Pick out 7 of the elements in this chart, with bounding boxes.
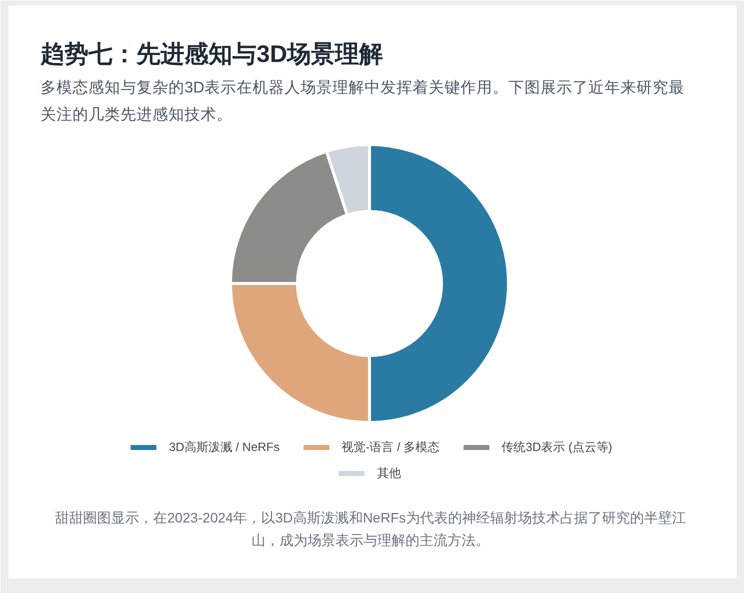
legend-label: 其他 <box>376 464 401 482</box>
chart-subtitle: 多模态感知与复杂的3D表示在机器人场景理解中发挥着关键作用。下图展示了近年来研究最关注的几类先进感知技术。 <box>40 78 684 124</box>
legend-label: 视觉-语言 / 多模态 <box>342 438 440 456</box>
legend-label: 3D高斯泼溅 / NeRFs <box>168 438 280 456</box>
chart-title: 趋势七：先进感知与3D场景理解 <box>40 41 384 68</box>
legend-label: 传统3D表示 (点云等) <box>502 438 612 456</box>
text: 甜甜圈图显示，在2023-2024年，以3D高斯泼溅和NeRFs为代表的神经辐射场技术占据了研究的半壁江山，成为场景表示与理解的主流方法。 <box>55 510 686 548</box>
